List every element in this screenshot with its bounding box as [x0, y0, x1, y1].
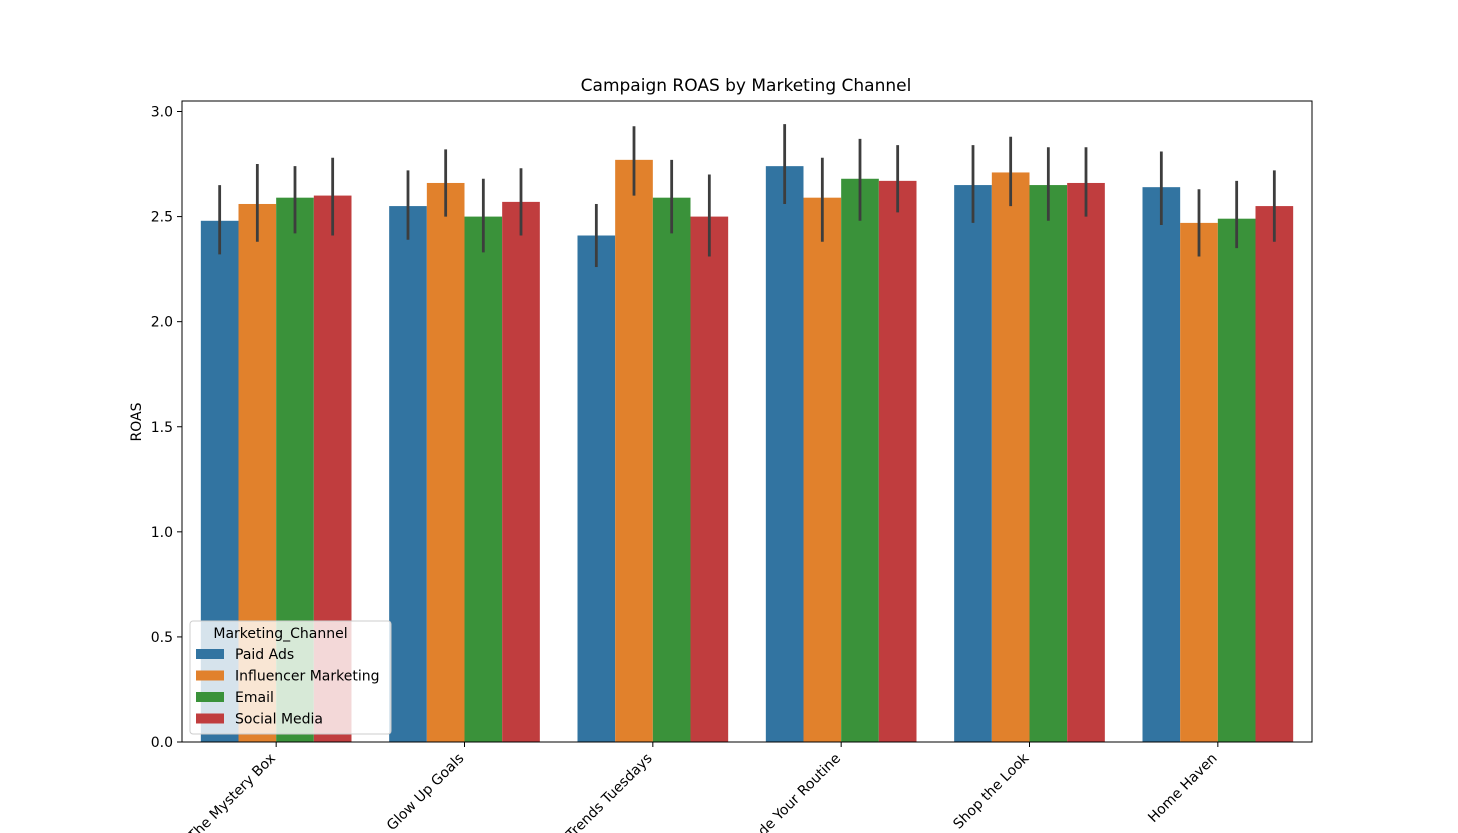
bar: [1142, 187, 1181, 742]
bar: [1180, 222, 1218, 742]
y-tick-label: 1.0: [151, 525, 173, 541]
y-tick-label: 1.5: [151, 420, 173, 436]
chart-title: Campaign ROAS by Marketing Channel: [581, 76, 912, 96]
legend-swatch: [196, 692, 224, 702]
bar: [577, 235, 616, 742]
bar: [803, 197, 842, 742]
bar: [765, 166, 804, 742]
bar: [502, 201, 540, 743]
legend-box: [189, 620, 392, 735]
y-tick-label: 2.5: [151, 210, 173, 226]
y-axis-label: ROAS: [129, 402, 145, 441]
bar: [1217, 218, 1256, 743]
bar: [841, 178, 879, 743]
bar: [954, 185, 992, 743]
y-tick-label: 3.0: [151, 105, 173, 121]
x-tick-label: Upgrade Your Routine: [725, 751, 844, 833]
legend-label: Influencer Marketing: [235, 669, 379, 685]
legend-label: Social Media: [235, 712, 323, 728]
bar: [652, 197, 691, 742]
x-tick-label: Glow Up Goals: [384, 751, 467, 833]
y-tick-label: 2.0: [151, 315, 173, 331]
legend: Marketing_Channel Paid Ads Influencer Mark…: [189, 620, 392, 735]
bar: [389, 206, 427, 742]
plot-frame: [181, 100, 1313, 743]
legend-swatch: [196, 649, 224, 659]
x-tick-label: Trends Tuesdays: [563, 751, 656, 833]
bar: [1029, 185, 1068, 743]
x-tick-label: Shop the Look: [950, 750, 1033, 833]
y-tick-label: 0.0: [151, 735, 173, 751]
bar: [464, 216, 503, 743]
legend-swatch: [196, 713, 224, 724]
x-tick-label: Home Haven: [1145, 751, 1220, 826]
error-bars-layer: [218, 124, 1276, 268]
legend-swatch: [196, 670, 224, 681]
bar: [615, 159, 653, 743]
bar: [426, 182, 465, 742]
x-tick-label: The Mystery Box: [184, 751, 279, 833]
y-tick-label: 0.5: [151, 630, 173, 646]
legend-label: Email: [235, 690, 274, 706]
bar: [690, 216, 729, 743]
bar: [1067, 182, 1105, 742]
legend-title: Marketing_Channel: [213, 626, 347, 642]
bar: [878, 180, 917, 742]
bar: [991, 172, 1030, 742]
bar: [1255, 206, 1294, 742]
legend-label: Paid Ads: [235, 647, 294, 663]
